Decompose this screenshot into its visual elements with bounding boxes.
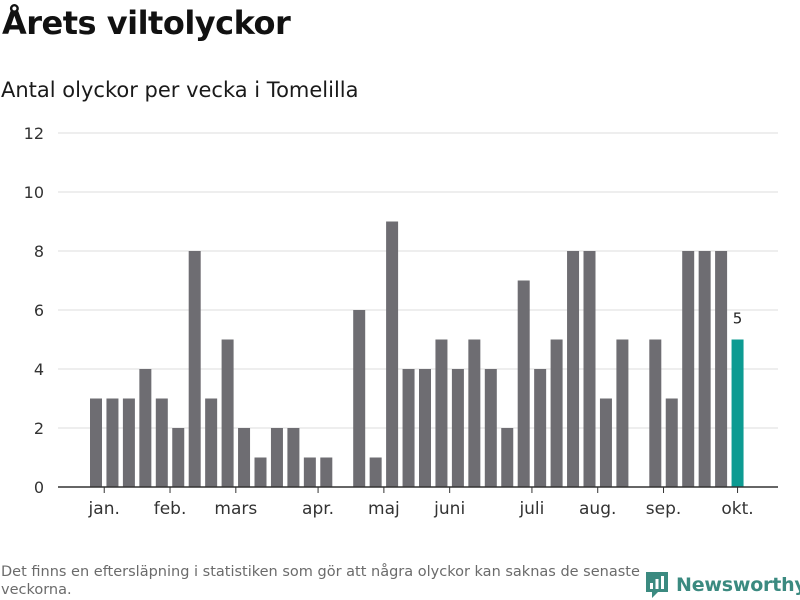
bar	[106, 398, 119, 487]
x-tick-label: jan.	[88, 499, 120, 519]
bar	[451, 369, 464, 487]
bar	[254, 457, 267, 487]
y-tick-label: 2	[34, 419, 44, 438]
data-label: 5	[733, 310, 743, 328]
bar	[550, 339, 563, 487]
bar	[682, 251, 695, 487]
bar	[172, 428, 185, 487]
chart-subtitle: Antal olyckor per vecka i Tomelilla	[1, 78, 359, 102]
x-tick-label: mars	[214, 499, 257, 519]
bar	[599, 398, 612, 487]
bar	[122, 398, 135, 487]
chart-title: Årets viltolyckor	[2, 4, 291, 42]
bar	[698, 251, 711, 487]
x-tick-label: juli	[518, 499, 544, 519]
bar	[386, 221, 399, 487]
y-tick-label: 12	[24, 124, 44, 143]
bar	[649, 339, 662, 487]
bar	[665, 398, 678, 487]
bar	[484, 369, 497, 487]
bar	[205, 398, 218, 487]
bar	[567, 251, 580, 487]
footnote: Det finns en eftersläpning i statistiken…	[1, 564, 640, 598]
bar	[139, 369, 152, 487]
x-tick-label: juni	[433, 499, 465, 519]
newsworthy-logo-icon	[646, 572, 668, 598]
bar	[238, 428, 251, 487]
bar	[715, 251, 728, 487]
bar	[402, 369, 415, 487]
bar	[270, 428, 283, 487]
bar	[517, 280, 530, 487]
x-tick-label: apr.	[302, 499, 334, 519]
bar	[501, 428, 514, 487]
y-tick-label: 4	[34, 360, 44, 379]
x-tick-label: feb.	[154, 499, 187, 519]
bar	[221, 339, 234, 487]
bar	[353, 310, 366, 487]
bar	[287, 428, 300, 487]
bar	[616, 339, 629, 487]
y-tick-label: 0	[34, 478, 44, 497]
bar	[468, 339, 481, 487]
bar	[90, 398, 102, 487]
bar	[155, 398, 168, 487]
bar	[320, 457, 333, 487]
bar-highlight	[731, 339, 744, 487]
bar	[435, 339, 448, 487]
y-tick-label: 8	[34, 242, 44, 261]
x-tick-label: okt.	[721, 499, 753, 519]
bar	[534, 369, 547, 487]
y-tick-label: 6	[34, 301, 44, 320]
y-tick-label: 10	[24, 183, 44, 202]
x-tick-label: aug.	[579, 499, 616, 519]
brand-name: Newsworthy	[676, 574, 800, 596]
bar	[188, 251, 201, 487]
x-tick-label: sep.	[646, 499, 682, 519]
bar	[583, 251, 596, 487]
brand-logo[interactable]: Newsworthy	[644, 570, 800, 600]
bar	[369, 457, 382, 487]
bar	[303, 457, 316, 487]
x-tick-label: maj	[368, 499, 400, 519]
bar	[419, 369, 431, 487]
bar-chart: 0 2 4 6 8 10 12 5 jan. feb. mars apr. maj juni juli aug…	[24, 124, 778, 519]
